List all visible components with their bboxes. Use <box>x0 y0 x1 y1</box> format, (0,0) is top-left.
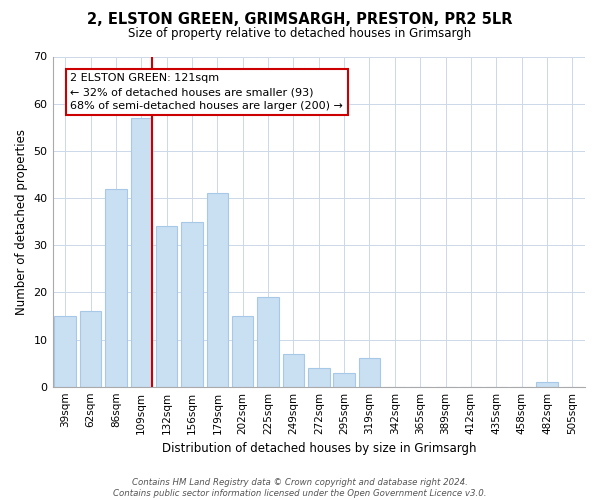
Bar <box>536 382 558 386</box>
Bar <box>55 316 76 386</box>
Bar <box>80 311 101 386</box>
Text: Contains HM Land Registry data © Crown copyright and database right 2024.
Contai: Contains HM Land Registry data © Crown c… <box>113 478 487 498</box>
Text: 2, ELSTON GREEN, GRIMSARGH, PRESTON, PR2 5LR: 2, ELSTON GREEN, GRIMSARGH, PRESTON, PR2… <box>87 12 513 28</box>
Bar <box>131 118 152 386</box>
Y-axis label: Number of detached properties: Number of detached properties <box>15 128 28 314</box>
Bar <box>359 358 380 386</box>
Bar <box>283 354 304 386</box>
Bar <box>105 188 127 386</box>
Bar <box>206 194 228 386</box>
Bar <box>181 222 203 386</box>
Bar <box>334 372 355 386</box>
Bar <box>308 368 329 386</box>
Bar <box>232 316 253 386</box>
Text: 2 ELSTON GREEN: 121sqm
← 32% of detached houses are smaller (93)
68% of semi-det: 2 ELSTON GREEN: 121sqm ← 32% of detached… <box>70 73 343 111</box>
Text: Size of property relative to detached houses in Grimsargh: Size of property relative to detached ho… <box>128 28 472 40</box>
Bar <box>257 297 279 386</box>
Bar <box>156 226 178 386</box>
X-axis label: Distribution of detached houses by size in Grimsargh: Distribution of detached houses by size … <box>161 442 476 455</box>
